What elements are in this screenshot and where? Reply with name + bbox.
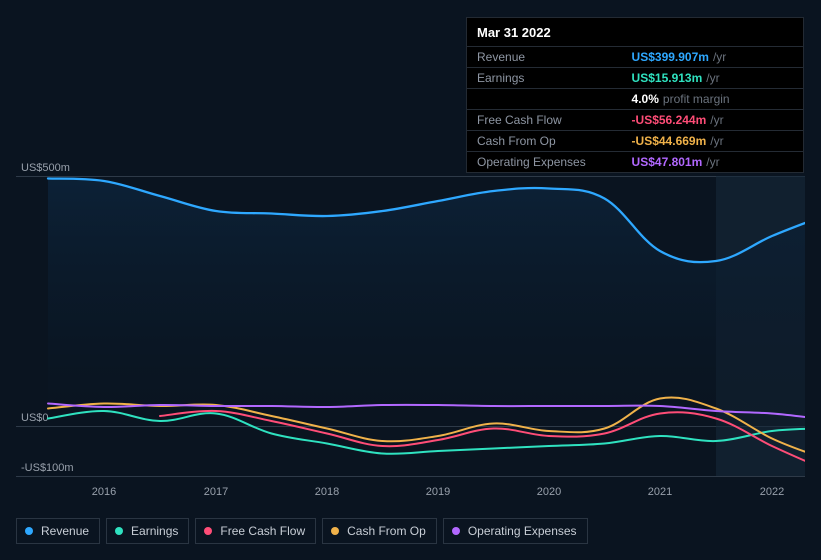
legend-swatch	[452, 527, 460, 535]
x-axis-label: 2019	[426, 486, 450, 498]
gridline	[16, 476, 805, 477]
tooltip-row: Cash From Op-US$44.669m/yr	[467, 131, 803, 152]
tooltip-date: Mar 31 2022	[467, 25, 803, 46]
tooltip-row-value: US$399.907m/yr	[622, 47, 803, 68]
tooltip-row: 4.0%profit margin	[467, 89, 803, 110]
tooltip-row-value: US$47.801m/yr	[622, 152, 803, 173]
legend-item-revenue[interactable]: Revenue	[16, 518, 100, 544]
x-axis-label: 2018	[315, 486, 339, 498]
legend-item-cash-from-op[interactable]: Cash From Op	[322, 518, 437, 544]
legend-label: Earnings	[131, 524, 178, 538]
tooltip-row-label	[467, 89, 622, 110]
legend-item-earnings[interactable]: Earnings	[106, 518, 189, 544]
tooltip-row-label: Free Cash Flow	[467, 110, 622, 131]
x-axis-label: 2017	[204, 486, 228, 498]
tooltip-row: Free Cash Flow-US$56.244m/yr	[467, 110, 803, 131]
x-axis-label: 2020	[537, 486, 561, 498]
tooltip-row: RevenueUS$399.907m/yr	[467, 47, 803, 68]
legend-swatch	[115, 527, 123, 535]
line-chart	[16, 176, 805, 476]
tooltip-row-label: Revenue	[467, 47, 622, 68]
x-axis-label: 2021	[648, 486, 672, 498]
hover-tooltip: Mar 31 2022 RevenueUS$399.907m/yrEarning…	[466, 17, 804, 173]
financials-time-series: Mar 31 2022 RevenueUS$399.907m/yrEarning…	[0, 0, 821, 560]
legend-label: Operating Expenses	[468, 524, 577, 538]
tooltip-row-value: US$15.913m/yr	[622, 68, 803, 89]
x-axis-label: 2016	[92, 486, 116, 498]
tooltip-row-value: -US$56.244m/yr	[622, 110, 803, 131]
tooltip-row-label: Earnings	[467, 68, 622, 89]
tooltip-row-label: Operating Expenses	[467, 152, 622, 173]
legend-item-free-cash-flow[interactable]: Free Cash Flow	[195, 518, 316, 544]
chart-legend: Revenue Earnings Free Cash Flow Cash From O…	[16, 518, 588, 544]
legend-item-operating-expenses[interactable]: Operating Expenses	[443, 518, 588, 544]
tooltip-row-value: -US$44.669m/yr	[622, 131, 803, 152]
legend-label: Cash From Op	[347, 524, 426, 538]
tooltip-table: RevenueUS$399.907m/yrEarningsUS$15.913m/…	[467, 46, 803, 172]
y-axis-label: US$500m	[21, 162, 70, 174]
tooltip-row-label: Cash From Op	[467, 131, 622, 152]
x-axis-label: 2022	[760, 486, 784, 498]
legend-label: Revenue	[41, 524, 89, 538]
legend-label: Free Cash Flow	[220, 524, 305, 538]
legend-swatch	[25, 527, 33, 535]
legend-swatch	[331, 527, 339, 535]
tooltip-row-value: 4.0%profit margin	[622, 89, 803, 110]
legend-swatch	[204, 527, 212, 535]
tooltip-row: EarningsUS$15.913m/yr	[467, 68, 803, 89]
tooltip-row: Operating ExpensesUS$47.801m/yr	[467, 152, 803, 173]
